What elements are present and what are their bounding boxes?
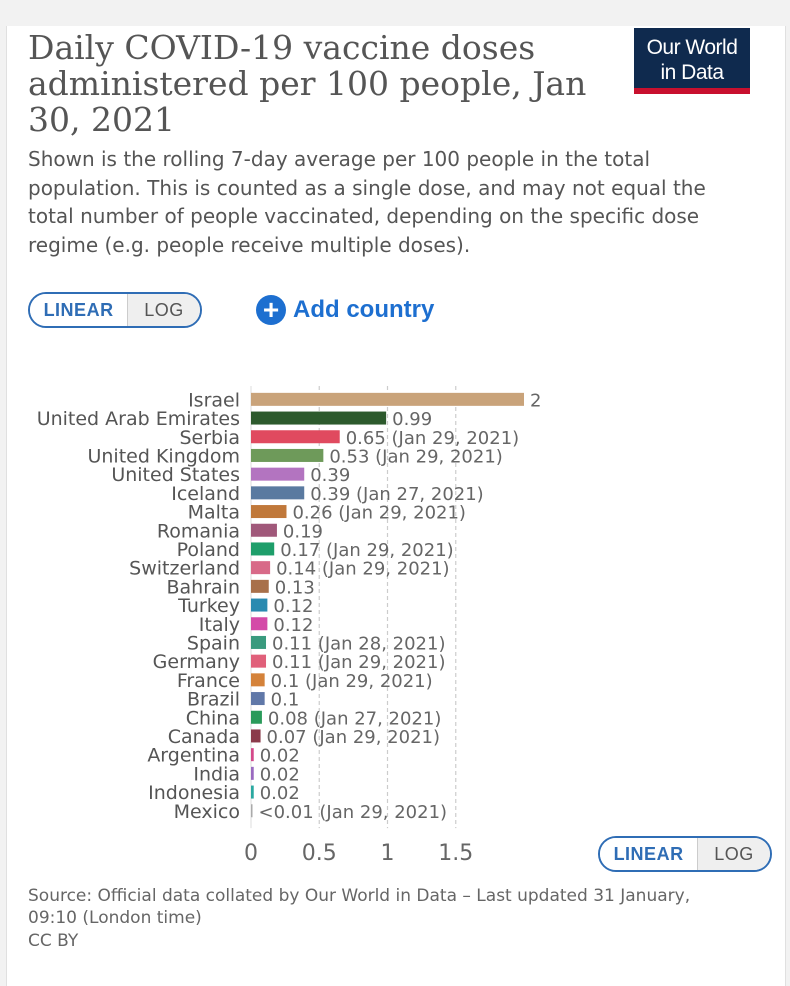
bar	[251, 411, 387, 425]
bar-value-label: 0.14 (Jan 29, 2021)	[276, 559, 449, 580]
bar-value-label: 0.11 (Jan 29, 2021)	[272, 652, 445, 673]
bar-value-label: 0.1	[271, 690, 300, 711]
bar-value-label: 0.07 (Jan 29, 2021)	[267, 727, 440, 748]
bar-category-label: Romania	[157, 520, 240, 542]
bar-category-label: Mexico	[174, 801, 240, 823]
bar-value-label: 0.53 (Jan 29, 2021)	[329, 446, 502, 467]
chart-subtitle: Shown is the rolling 7-day average per 1…	[28, 147, 706, 257]
bar-value-label: 0.08 (Jan 27, 2021)	[268, 708, 441, 729]
x-tick-label: 1.5	[438, 841, 473, 866]
bar-category-label: Brazil	[187, 689, 240, 711]
bar-value-label: 0.26 (Jan 29, 2021)	[292, 503, 465, 524]
bar-category-label: India	[193, 763, 240, 785]
bar	[251, 654, 267, 668]
logo-line-2: in Data	[660, 61, 724, 84]
bar	[251, 710, 262, 724]
bar-category-label: China	[186, 707, 240, 729]
bar-value-label: 0.19	[283, 521, 323, 542]
bar-category-label: Israel	[188, 389, 240, 411]
bar-category-label: Poland	[177, 539, 240, 561]
bar	[251, 561, 271, 575]
bar-value-label: 0.02	[260, 783, 300, 804]
bar-category-label: Serbia	[179, 427, 240, 449]
bar	[251, 617, 268, 631]
bar-value-label: 2	[530, 390, 541, 411]
log-scale-button[interactable]: LOG	[127, 294, 200, 326]
x-tick-label: 0.5	[302, 841, 337, 866]
bar-category-label: Argentina	[147, 745, 240, 767]
bar-value-label: 0.65 (Jan 29, 2021)	[346, 428, 519, 449]
owid-logo[interactable]: Our World in Data	[634, 28, 750, 94]
license-link[interactable]: CC BY	[28, 931, 79, 951]
bar-category-label: Spain	[187, 632, 240, 654]
bar-value-label: 0.11 (Jan 28, 2021)	[272, 633, 445, 654]
bar-category-label: Germany	[153, 651, 240, 673]
bar	[251, 486, 305, 500]
source-note: Source: Official data collated by Our Wo…	[28, 886, 691, 928]
bar	[251, 579, 269, 593]
logo-line-1: Our World	[646, 36, 738, 59]
bar-value-label: 0.99	[392, 409, 432, 430]
bar	[251, 598, 268, 612]
bar-category-label: Turkey	[177, 595, 240, 617]
scale-toggle-top: LINEAR LOG	[28, 292, 202, 328]
linear-scale-button-bottom[interactable]: LINEAR	[600, 838, 698, 870]
bar-category-label: United Kingdom	[87, 445, 240, 467]
bar-category-label: United Arab Emirates	[37, 408, 240, 430]
bar	[251, 430, 340, 444]
bar	[251, 692, 265, 706]
x-tick-label: 1	[381, 841, 395, 866]
bar	[251, 766, 254, 780]
bar-category-label: France	[177, 670, 240, 692]
bar-value-label: 0.13	[275, 577, 315, 598]
bar	[251, 804, 253, 818]
plus-circle-icon: +	[256, 295, 286, 325]
bar	[251, 729, 261, 743]
bar	[251, 785, 254, 799]
bar-category-label: Iceland	[171, 483, 240, 505]
add-country-button[interactable]: + Add country	[256, 293, 434, 327]
bar-value-label: 0.02	[260, 746, 300, 767]
linear-scale-button[interactable]: LINEAR	[30, 294, 128, 326]
bar-value-label: <0.01 (Jan 29, 2021)	[259, 802, 448, 823]
bar-value-label: 0.02	[260, 764, 300, 785]
log-scale-button-bottom[interactable]: LOG	[697, 838, 770, 870]
bar-value-label: 0.12	[273, 596, 313, 617]
chart-card	[6, 26, 786, 986]
bar-value-label: 0.39	[310, 465, 350, 486]
bar	[251, 748, 254, 762]
bar	[251, 448, 324, 462]
bar-value-label: 0.1 (Jan 29, 2021)	[271, 671, 433, 692]
bar	[251, 523, 277, 537]
x-tick-label: 0	[244, 841, 258, 866]
bar-category-label: United States	[111, 464, 240, 486]
bar	[251, 505, 287, 519]
bar	[251, 635, 267, 649]
bar-category-label: Canada	[168, 726, 240, 748]
chart-title: Daily COVID-19 vaccine doses administere…	[28, 28, 587, 139]
bar-category-label: Malta	[188, 502, 240, 524]
bar-category-label: Switzerland	[129, 558, 240, 580]
bar-chart: Israel 2 United Arab Emirates 0.99 Serbia 0.6…	[37, 386, 541, 866]
bar	[251, 467, 305, 481]
scale-toggle-bottom: LINEAR LOG	[598, 836, 772, 872]
bar	[251, 542, 275, 556]
add-country-label: Add country	[293, 296, 435, 323]
bar-category-label: Indonesia	[148, 782, 240, 804]
bar	[251, 392, 524, 406]
bar-category-label: Italy	[199, 614, 240, 636]
bar-value-label: 0.39 (Jan 27, 2021)	[310, 484, 483, 505]
bar-value-label: 0.17 (Jan 29, 2021)	[280, 540, 453, 561]
bar-category-label: Bahrain	[167, 576, 241, 598]
bar-value-label: 0.12	[273, 615, 313, 636]
bar	[251, 673, 265, 687]
